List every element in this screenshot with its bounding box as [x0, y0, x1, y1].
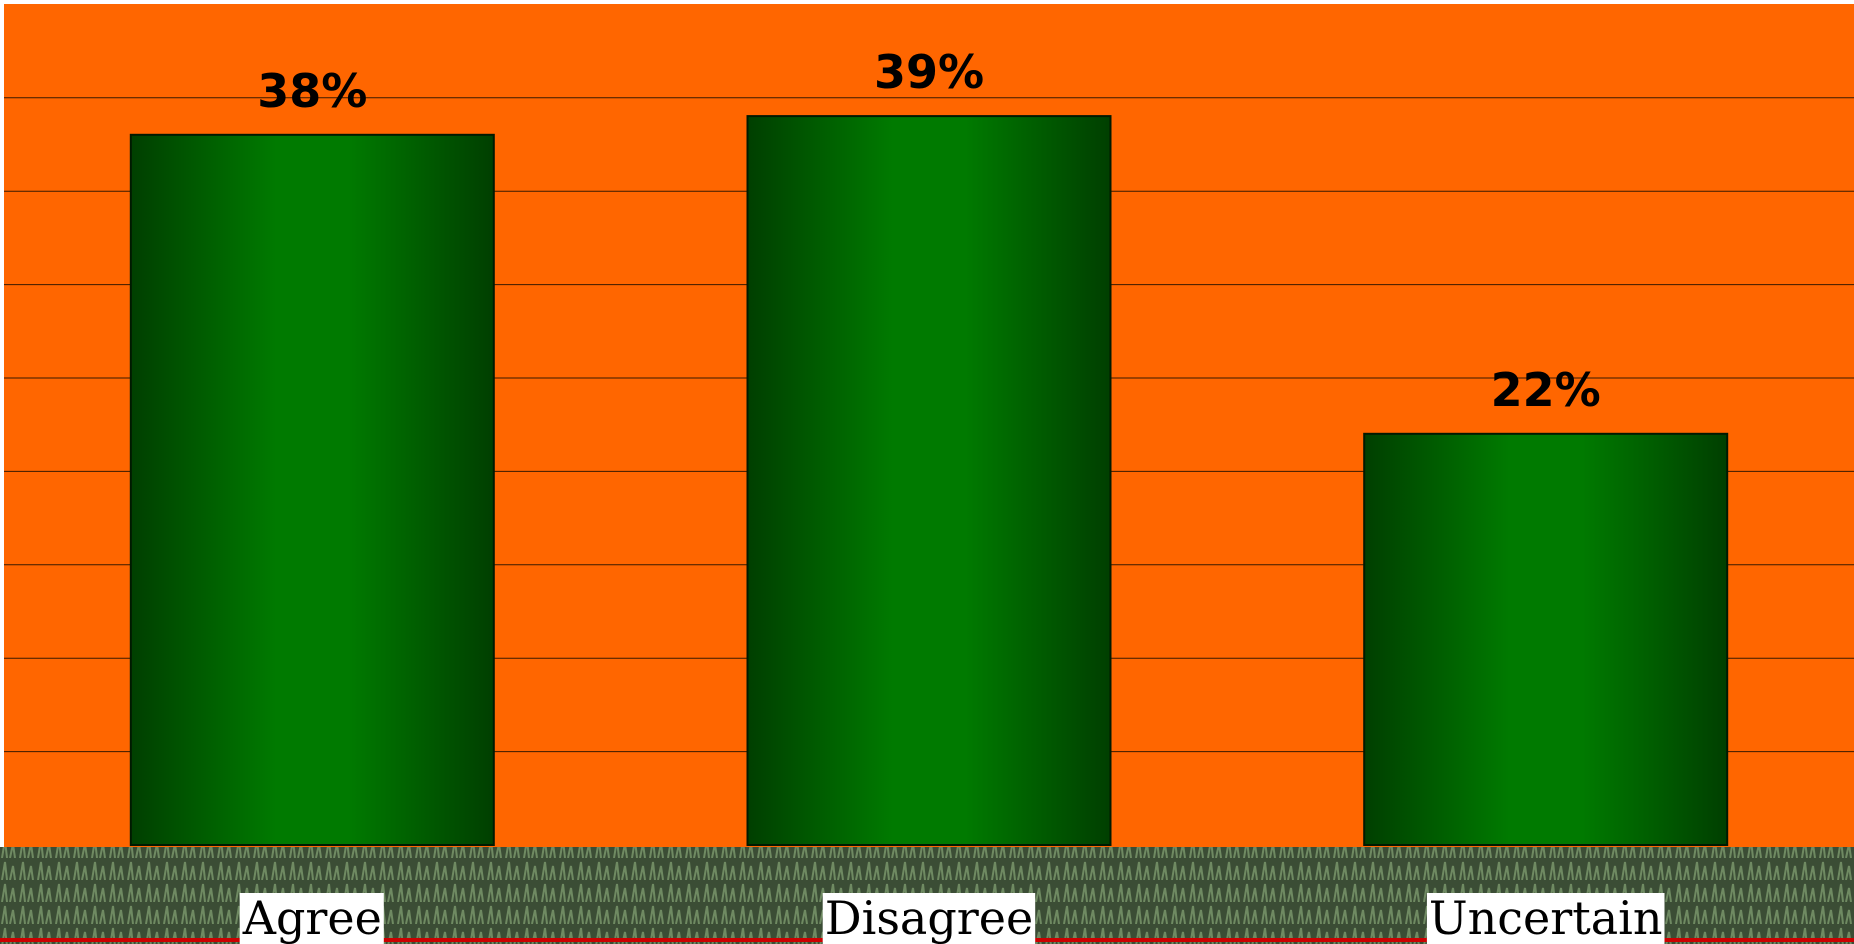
- category-labels: Agree Disagree Uncertain: [239, 891, 1665, 944]
- value-label-agree: 38%: [257, 64, 367, 118]
- value-label-disagree: 39%: [874, 45, 984, 99]
- category-label-background: [822, 893, 1036, 944]
- bars: [129, 115, 1729, 847]
- category-label-uncertain: Uncertain: [1429, 891, 1663, 944]
- value-labels: 38% 39% 22%: [257, 45, 1601, 417]
- category-label-background: [1426, 893, 1665, 944]
- category-label-background: [239, 893, 384, 944]
- category-label-agree: Agree: [242, 891, 382, 944]
- bar-disagree: [746, 115, 1112, 847]
- value-label-uncertain: 22%: [1491, 363, 1601, 417]
- category-label-disagree: Disagree: [825, 891, 1034, 944]
- bar-uncertain: [1363, 432, 1729, 846]
- bar-agree: [129, 133, 495, 847]
